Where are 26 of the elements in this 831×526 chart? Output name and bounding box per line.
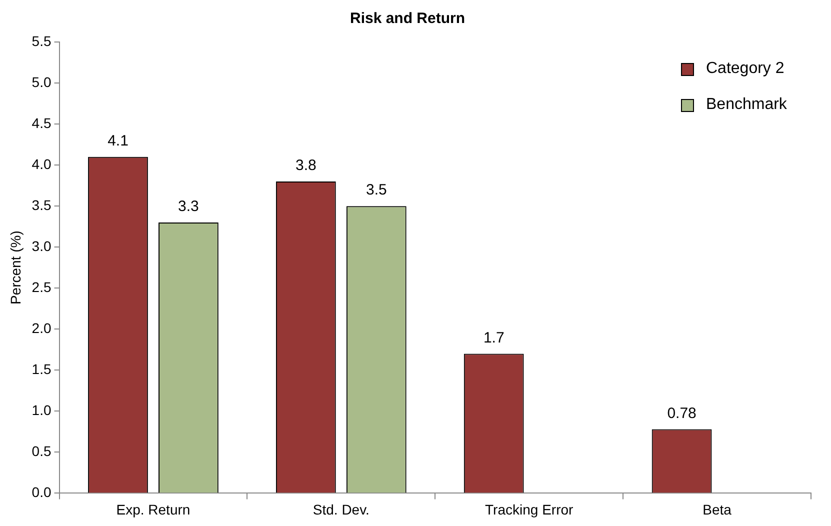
data-label: 4.1 (108, 132, 128, 150)
y-tick-label: 1.5 (32, 361, 52, 378)
y-tick-label: 0.0 (32, 484, 52, 500)
y-tick-label: 5.5 (32, 32, 52, 49)
data-label: 3.8 (295, 157, 316, 174)
x-tick-label: Exp. Return (116, 501, 190, 518)
y-tick-label: 5.0 (32, 74, 52, 90)
x-tick-label: Std. Dev. (312, 501, 370, 518)
y-tick-label: 0.5 (32, 443, 52, 460)
y-axis-title: Percent (%) (7, 230, 24, 305)
y-tick-label: 2.5 (32, 278, 52, 295)
data-label: 1.7 (483, 329, 504, 346)
legend-label: Category 2 (706, 60, 784, 78)
y-tick-label: 3.5 (32, 196, 52, 213)
y-tick-label: 4.5 (32, 114, 52, 131)
x-tick-label: Beta (702, 501, 732, 518)
chart-title: Risk and Return (350, 10, 466, 28)
y-tick-label: 3.0 (32, 238, 52, 254)
y-tick-label: 2.0 (32, 320, 52, 336)
y-tick-label: 1.0 (32, 402, 52, 418)
data-label: 3.5 (366, 182, 387, 199)
data-label: 3.3 (178, 198, 199, 216)
legend-label: Benchmark (706, 96, 787, 114)
data-label: 0.78 (667, 404, 696, 422)
y-tick-label: 4.0 (32, 156, 52, 172)
x-tick-label: Tracking Error (485, 501, 574, 518)
